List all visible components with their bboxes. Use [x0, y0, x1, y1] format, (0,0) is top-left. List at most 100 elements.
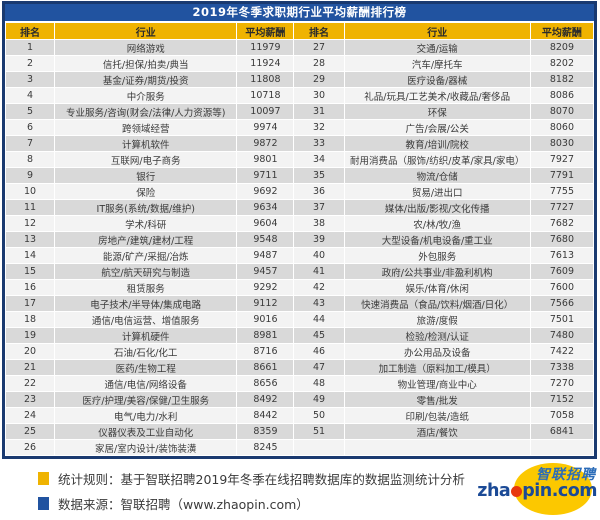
salary-cell: 8359	[236, 423, 295, 440]
industry-cell: 家居/室内设计/装饰装潢	[54, 439, 238, 456]
salary-cell: 7680	[529, 231, 595, 248]
salary-cell: 11808	[236, 71, 295, 88]
industry-cell: 医药/生物工程	[54, 359, 238, 376]
rank-cell: 23	[4, 391, 56, 408]
rank-cell: 34	[293, 151, 345, 168]
salary-cell: 10097	[236, 103, 295, 120]
industry-cell: 保险	[54, 183, 238, 200]
industry-cell: 互联网/电子商务	[54, 151, 238, 168]
rank-cell: 36	[293, 183, 345, 200]
table-row: 13 房地产/建筑/建材/工程 9548 39 大型设备/机电设备/重工业 7680	[4, 231, 595, 248]
yellow-bullet-icon	[38, 472, 49, 485]
rank-cell: 15	[4, 263, 56, 280]
salary-cell: 7791	[529, 167, 595, 184]
blue-bullet-icon	[38, 497, 49, 510]
rank-cell: 6	[4, 119, 56, 136]
rank-cell: 48	[293, 375, 345, 392]
table-row: 12 学术/科研 9604 38 农/林/牧/渔 7682	[4, 215, 595, 232]
rank-cell: 51	[293, 423, 345, 440]
industry-cell: 酒店/餐饮	[343, 423, 531, 440]
industry-cell: 电子技术/半导体/集成电路	[54, 295, 238, 312]
rank-cell: 30	[293, 87, 345, 104]
salary-cell: 8202	[529, 55, 595, 72]
industry-cell: 环保	[343, 103, 531, 120]
industry-cell: 媒体/出版/影视/文化传播	[343, 199, 531, 216]
salary-cell: 9016	[236, 311, 295, 328]
logo-red-dot-icon	[510, 486, 522, 497]
industry-cell: 计算机软件	[54, 135, 238, 152]
table-row: 1 网络游戏 11979 27 交通/运输 8209	[4, 39, 595, 56]
column-header-rank-left: 排名	[4, 22, 56, 40]
rank-cell: 4	[4, 87, 56, 104]
salary-cell: 8182	[529, 71, 595, 88]
table-row: 19 计算机硬件 8981 45 检验/检测/认证 7480	[4, 327, 595, 344]
rank-cell: 27	[293, 39, 345, 56]
industry-cell: 农/林/牧/渔	[343, 215, 531, 232]
rank-cell: 46	[293, 343, 345, 360]
rank-cell: 31	[293, 103, 345, 120]
industry-cell: 医疗/护理/美容/保健/卫生服务	[54, 391, 238, 408]
rank-cell: 11	[4, 199, 56, 216]
rank-cell: 18	[4, 311, 56, 328]
data-source-line: 数据来源：智联招聘（www.zhaopin.com）	[38, 494, 309, 513]
salary-cell: 7927	[529, 151, 595, 168]
rank-cell: 28	[293, 55, 345, 72]
column-header-rank-right: 排名	[293, 22, 345, 40]
industry-cell: 物流/仓储	[343, 167, 531, 184]
industry-cell: 租赁服务	[54, 279, 238, 296]
industry-cell: 房地产/建筑/建材/工程	[54, 231, 238, 248]
rank-cell: 22	[4, 375, 56, 392]
salary-cell: 7566	[529, 295, 595, 312]
salary-cell: 7422	[529, 343, 595, 360]
rank-cell: 14	[4, 247, 56, 264]
rank-cell: 37	[293, 199, 345, 216]
rank-cell: 38	[293, 215, 345, 232]
rank-cell: 49	[293, 391, 345, 408]
industry-cell: 仪器仪表及工业自动化	[54, 423, 238, 440]
salary-cell: 8492	[236, 391, 295, 408]
data-source-note: 数据来源：智联招聘（www.zhaopin.com）	[58, 497, 309, 512]
industry-cell: 汽车/摩托车	[343, 55, 531, 72]
salary-cell: 8656	[236, 375, 295, 392]
rank-cell: 21	[4, 359, 56, 376]
salary-cell: 9292	[236, 279, 295, 296]
salary-cell: 9634	[236, 199, 295, 216]
rank-cell: 2	[4, 55, 56, 72]
table-row: 14 能源/矿产/采掘/冶炼 9487 40 外包服务 7613	[4, 247, 595, 264]
table-row: 18 通信/电信运营、增值服务 9016 44 旅游/度假 7501	[4, 311, 595, 328]
salary-cell: 9604	[236, 215, 295, 232]
rank-cell: 29	[293, 71, 345, 88]
table-row: 23 医疗/护理/美容/保健/卫生服务 8492 49 零售/批发 7152	[4, 391, 595, 408]
rank-cell: 47	[293, 359, 345, 376]
industry-cell: 广告/会展/公关	[343, 119, 531, 136]
table-row: 26 家居/室内设计/装饰装潢 8245	[4, 439, 595, 456]
salary-cell: 9692	[236, 183, 295, 200]
industry-cell: 快速消费品（食品/饮料/烟酒/日化）	[343, 295, 531, 312]
salary-cell: 8442	[236, 407, 295, 424]
stat-rule-line: 统计规则：基于智联招聘2019年冬季在线招聘数据库的数据监测统计分析	[38, 469, 465, 488]
column-header-salary-right: 平均薪酬	[529, 22, 595, 40]
table-row: 10 保险 9692 36 贸易/进出口 7755	[4, 183, 595, 200]
table-row: 24 电气/电力/水利 8442 50 印刷/包装/造纸 7058	[4, 407, 595, 424]
table-row: 17 电子技术/半导体/集成电路 9112 43 快速消费品（食品/饮料/烟酒/日化） 7…	[4, 295, 595, 312]
salary-cell: 8086	[529, 87, 595, 104]
salary-cell: 6841	[529, 423, 595, 440]
table-row: 2 信托/担保/拍卖/典当 11924 28 汽车/摩托车 8202	[4, 55, 595, 72]
rank-cell: 45	[293, 327, 345, 344]
rank-cell: 20	[4, 343, 56, 360]
logo-en-text: zha pin.com	[477, 481, 597, 501]
rank-cell	[293, 439, 345, 456]
ranking-table-board: 2019年冬季求职期行业平均薪酬排行榜 排名 行业 平均薪酬 排名 行业 平均薪…	[2, 1, 597, 459]
rank-cell: 50	[293, 407, 345, 424]
table-row: 25 仪器仪表及工业自动化 8359 51 酒店/餐饮 6841	[4, 423, 595, 440]
industry-cell: 基金/证券/期货/投资	[54, 71, 238, 88]
rank-cell: 7	[4, 135, 56, 152]
table-row: 15 航空/航天研究与制造 9457 41 政府/公共事业/非盈利机构 7609	[4, 263, 595, 280]
salary-cell: 9974	[236, 119, 295, 136]
rank-cell: 35	[293, 167, 345, 184]
salary-cell: 7501	[529, 311, 595, 328]
table-row: 3 基金/证券/期货/投资 11808 29 医疗设备/器械 8182	[4, 71, 595, 88]
logo-ellipse	[514, 463, 592, 515]
salary-cell: 8981	[236, 327, 295, 344]
table-row: 4 中介服务 10718 30 礼品/玩具/工艺美术/收藏品/奢侈品 8086	[4, 87, 595, 104]
